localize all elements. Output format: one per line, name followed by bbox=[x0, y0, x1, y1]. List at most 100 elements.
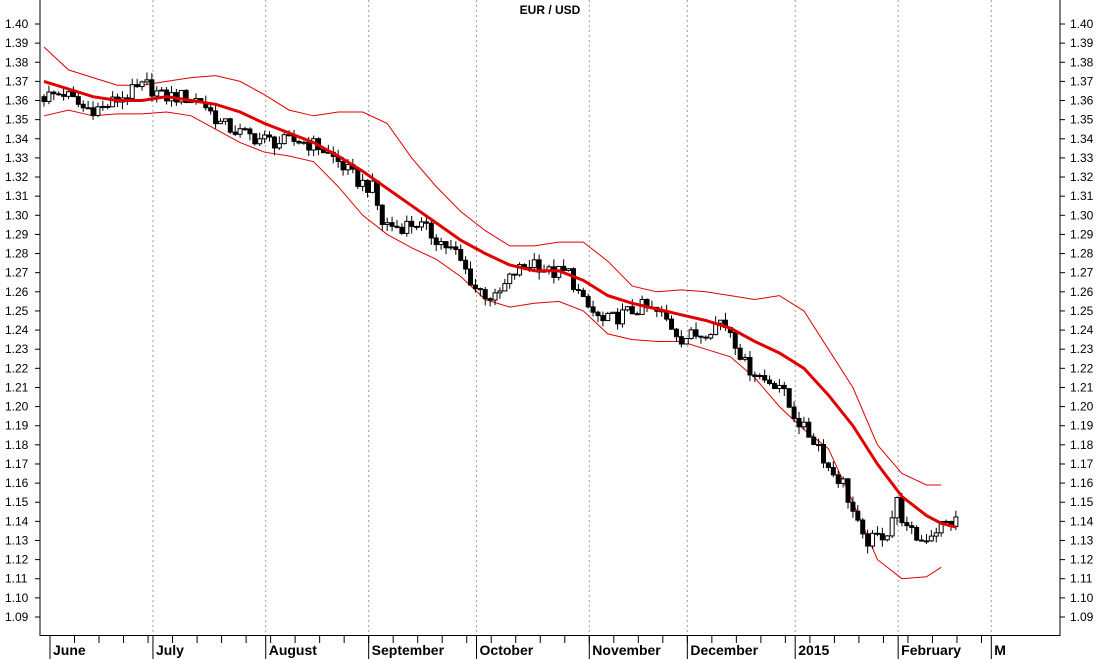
x-axis-labels: June July August September October November De… bbox=[49, 636, 1006, 659]
candle-body bbox=[884, 535, 890, 541]
y-tick-label-left: 1.27 bbox=[5, 266, 29, 280]
candle-body bbox=[453, 246, 459, 250]
candle-body bbox=[61, 94, 67, 97]
candle-body bbox=[428, 222, 434, 239]
y-tick-label-right: 1.31 bbox=[1070, 189, 1094, 203]
candle-body bbox=[531, 259, 537, 269]
candle-body bbox=[830, 467, 836, 476]
candle-body bbox=[360, 179, 366, 187]
candle-body bbox=[757, 375, 763, 378]
candle-body bbox=[247, 128, 253, 135]
y-tick-label-left: 1.32 bbox=[5, 170, 29, 184]
candle-body bbox=[732, 332, 738, 349]
y-tick-label-left: 1.24 bbox=[5, 323, 29, 337]
x-month-label: 2015 bbox=[798, 642, 829, 658]
y-tick-label-left: 1.28 bbox=[5, 247, 29, 261]
candle-body bbox=[159, 89, 165, 92]
y-tick-label-left: 1.20 bbox=[5, 400, 29, 414]
candle-body bbox=[874, 532, 880, 535]
candle-body bbox=[213, 110, 219, 125]
x-month-label: December bbox=[690, 642, 758, 658]
candle-body bbox=[669, 318, 675, 330]
candle-body bbox=[825, 462, 831, 469]
candle-body bbox=[914, 526, 920, 541]
y-tick-label-left: 1.11 bbox=[5, 572, 28, 586]
y-tick-label-right: 1.11 bbox=[1070, 572, 1093, 586]
y-tick-label-left: 1.25 bbox=[5, 304, 29, 318]
candle-body bbox=[414, 225, 420, 228]
candle-body bbox=[718, 319, 724, 324]
candle-body bbox=[267, 134, 273, 138]
candle-body bbox=[208, 107, 214, 112]
candle-body bbox=[90, 107, 96, 117]
y-tick-label-left: 1.33 bbox=[5, 151, 29, 165]
y-tick-label-right: 1.32 bbox=[1070, 170, 1094, 184]
x-month-label: October bbox=[480, 642, 534, 658]
candle-body bbox=[629, 306, 635, 315]
candle-body bbox=[217, 120, 223, 125]
candle-body bbox=[688, 329, 694, 340]
y-tick-label-left: 1.34 bbox=[5, 132, 29, 146]
y-tick-label-right: 1.35 bbox=[1070, 113, 1094, 127]
candle-body bbox=[463, 259, 469, 270]
moving-average-line bbox=[43, 79, 957, 529]
candle-body bbox=[776, 384, 782, 390]
candle-body bbox=[933, 532, 939, 537]
candle-body bbox=[693, 329, 699, 337]
x-month-label: November bbox=[592, 642, 661, 658]
candle-body bbox=[919, 539, 925, 542]
candle-body bbox=[835, 474, 841, 484]
y-tick-label-left: 1.09 bbox=[5, 610, 29, 624]
candle-body bbox=[458, 248, 464, 261]
candle-body bbox=[492, 292, 498, 301]
candle-body bbox=[855, 510, 861, 521]
y-tick-label-left: 1.31 bbox=[5, 189, 29, 203]
candle-body bbox=[306, 141, 312, 151]
candle-body bbox=[928, 535, 934, 542]
chart-title: EUR / USD bbox=[520, 3, 581, 17]
candle-body bbox=[786, 388, 792, 408]
upper-band-line bbox=[43, 46, 942, 486]
y-tick-label-left: 1.18 bbox=[5, 438, 29, 452]
candle-body bbox=[438, 241, 444, 246]
y-tick-label-right: 1.12 bbox=[1070, 553, 1094, 567]
candle-body bbox=[374, 180, 380, 206]
candle-body bbox=[95, 106, 101, 117]
candle-body bbox=[943, 520, 949, 523]
candle-body bbox=[762, 375, 768, 381]
candle-body bbox=[222, 118, 228, 122]
candle-body bbox=[512, 273, 518, 276]
y-tick-label-right: 1.16 bbox=[1070, 476, 1094, 490]
x-month-label: M bbox=[994, 642, 1006, 658]
candle-body bbox=[271, 136, 277, 149]
y-tick-label-left: 1.40 bbox=[5, 17, 29, 31]
candle-body bbox=[821, 443, 827, 464]
candle-body bbox=[595, 311, 601, 317]
candle-body bbox=[183, 89, 189, 104]
y-tick-label-left: 1.21 bbox=[5, 380, 29, 394]
y-tick-label-right: 1.10 bbox=[1070, 591, 1094, 605]
candle-body bbox=[477, 288, 483, 291]
candle-body bbox=[41, 96, 47, 103]
candle-body bbox=[85, 107, 91, 110]
candle-body bbox=[575, 288, 581, 291]
candle-body bbox=[56, 93, 62, 96]
y-tick-label-right: 1.30 bbox=[1070, 208, 1094, 222]
candle-body bbox=[600, 315, 606, 322]
candle-body bbox=[752, 374, 758, 378]
y-tick-label-left: 1.14 bbox=[5, 514, 29, 528]
candle-body bbox=[232, 131, 238, 135]
candle-body bbox=[340, 161, 346, 171]
candle-body bbox=[796, 417, 802, 428]
candle-body bbox=[301, 141, 307, 144]
candle-body bbox=[257, 138, 263, 145]
candle-body bbox=[605, 312, 611, 322]
candle-body bbox=[399, 226, 405, 234]
y-tick-label-left: 1.39 bbox=[5, 36, 29, 50]
candle-body bbox=[561, 265, 567, 271]
candle-body bbox=[791, 406, 797, 419]
candle-body bbox=[909, 525, 915, 528]
candle-body bbox=[242, 128, 248, 131]
candle-body bbox=[129, 84, 135, 99]
candle-body bbox=[870, 532, 876, 547]
